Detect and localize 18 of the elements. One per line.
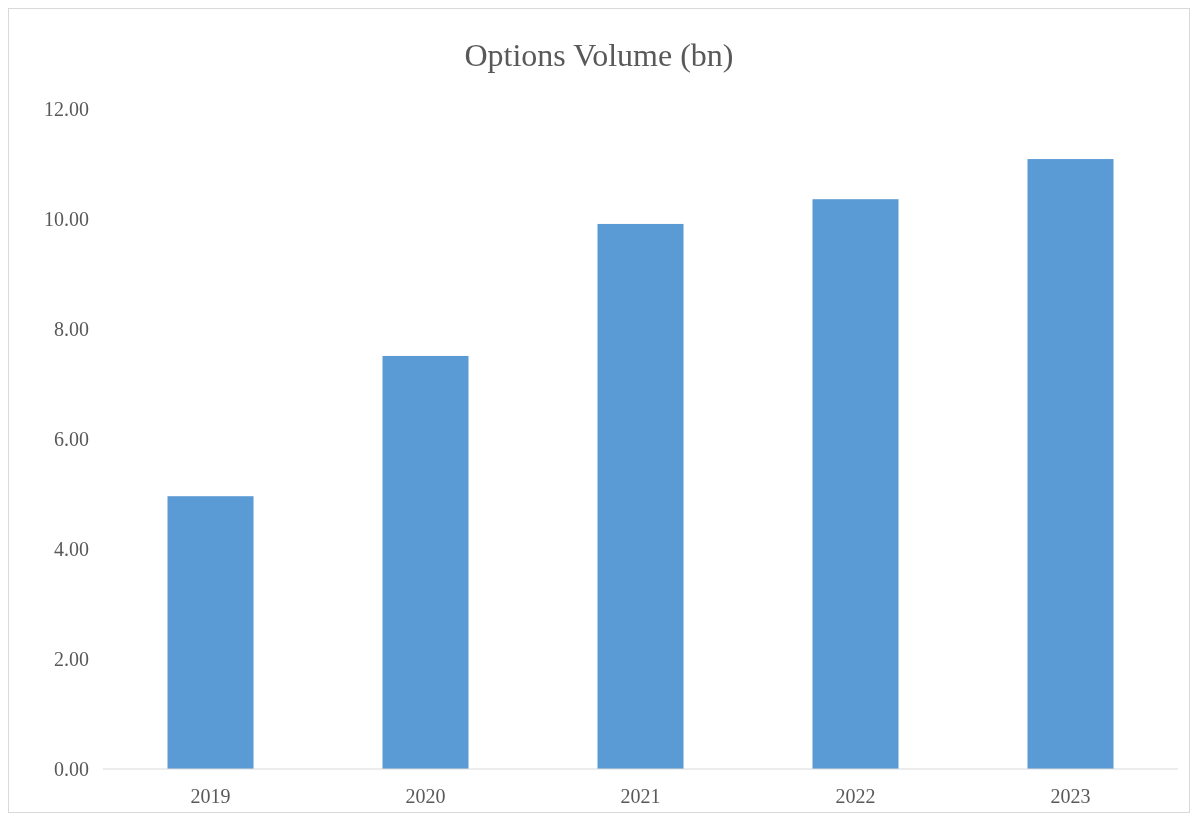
x-tick-label: 2019 <box>190 785 231 807</box>
bar <box>1027 159 1114 769</box>
y-tick-label: 8.00 <box>54 318 89 340</box>
bar <box>597 223 684 769</box>
x-tick-label: 2023 <box>1050 785 1091 807</box>
y-tick-label: 12.00 <box>44 98 89 120</box>
y-tick-label: 6.00 <box>54 428 89 450</box>
bar <box>167 496 254 769</box>
y-tick-label: 4.00 <box>54 538 89 560</box>
y-tick-label: 10.00 <box>44 208 89 230</box>
bar <box>382 355 469 769</box>
bar <box>812 199 899 769</box>
y-tick-label: 2.00 <box>54 648 89 670</box>
y-tick-label: 0.00 <box>54 758 89 780</box>
x-tick-label: 2021 <box>620 785 661 807</box>
x-tick-label: 2022 <box>835 785 876 807</box>
x-tick-label: 2020 <box>405 785 446 807</box>
chart-title: Options Volume (bn) <box>464 37 734 73</box>
